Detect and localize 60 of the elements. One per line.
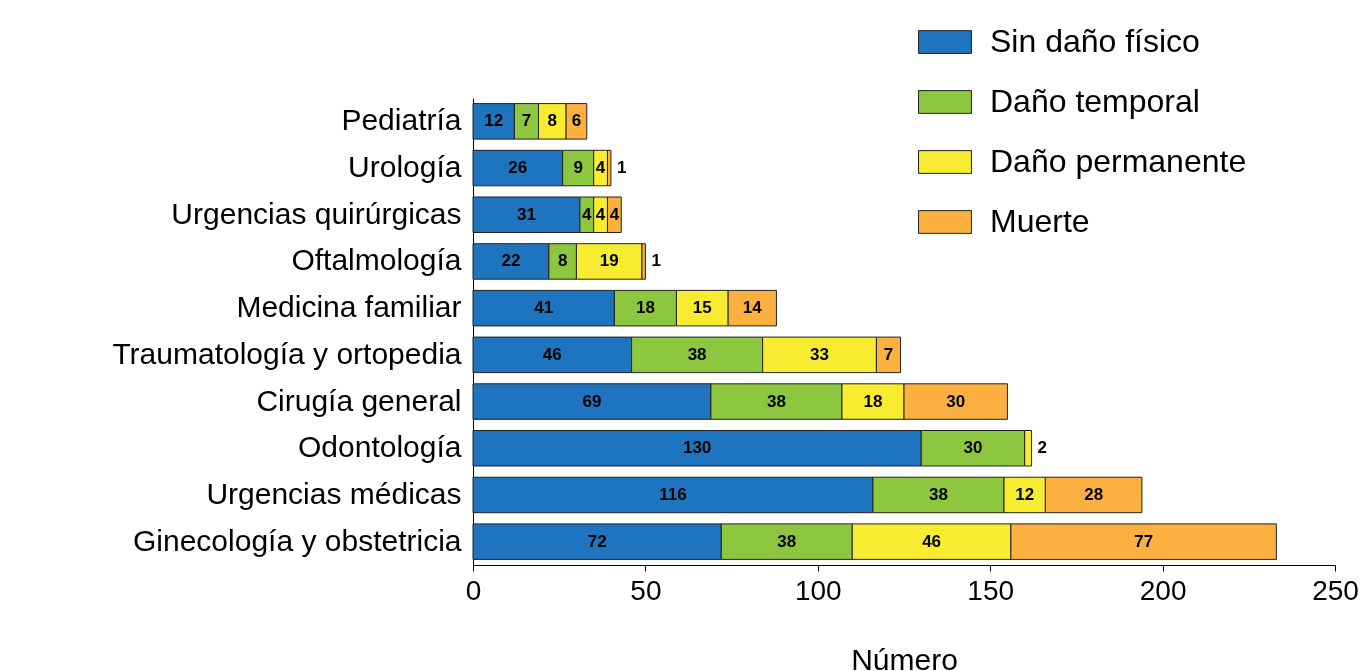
y-tick-label: Medicina familiar	[236, 290, 462, 324]
data-label: 30	[963, 438, 983, 458]
data-label: 8	[557, 251, 568, 271]
y-tick-label: Cirugía general	[256, 383, 462, 417]
data-label: 7	[883, 344, 894, 364]
data-label: 14	[742, 298, 763, 318]
y-tick-label: Oftalmología	[291, 243, 462, 277]
data-label: 4	[595, 158, 606, 178]
legend-label: Daño temporal	[990, 83, 1200, 119]
data-label: 30	[946, 391, 966, 411]
data-label: 72	[587, 531, 607, 551]
data-label: 38	[766, 391, 786, 411]
data-label: 22	[501, 251, 521, 271]
data-label: 38	[929, 484, 948, 504]
data-label: 77	[1134, 531, 1154, 551]
x-tick-label: 200	[1139, 574, 1187, 606]
legend-label: Muerte	[990, 203, 1090, 239]
legend-label: Sin daño físico	[990, 23, 1200, 59]
x-tick-label: 150	[967, 574, 1015, 606]
data-label: 7	[521, 111, 532, 131]
data-label: 33	[810, 344, 829, 364]
data-label: 38	[687, 344, 707, 364]
data-label: 1	[616, 158, 627, 178]
data-label: 46	[542, 344, 562, 364]
data-label: 130	[682, 438, 712, 458]
data-label: 4	[582, 204, 593, 224]
data-label: 12	[1015, 484, 1035, 504]
data-label: 116	[659, 484, 687, 504]
data-label: 12	[484, 111, 504, 131]
legend-label: Daño permanente	[990, 143, 1247, 179]
data-label: 31	[516, 204, 536, 224]
data-label: 41	[534, 298, 554, 318]
data-label: 15	[692, 298, 712, 318]
data-label: 19	[599, 251, 619, 271]
x-tick-label: 100	[794, 574, 842, 606]
data-label: 28	[1084, 484, 1104, 504]
data-label: 18	[863, 391, 883, 411]
data-label: 2	[1037, 438, 1048, 458]
x-tick-label: 250	[1312, 574, 1359, 606]
data-label: 4	[595, 204, 606, 224]
y-tick-label: Urología	[348, 150, 462, 184]
x-axis-title: Número	[851, 642, 958, 671]
y-tick-label: Traumatología y ortopedia	[112, 336, 462, 370]
data-label: 18	[635, 298, 655, 318]
data-label: 8	[547, 111, 558, 131]
data-label: 1	[651, 251, 661, 271]
data-label: 69	[582, 391, 602, 411]
data-label: 46	[922, 531, 942, 551]
x-tick-label: 0	[465, 574, 482, 606]
x-tick-label: 50	[630, 574, 662, 606]
data-label: 6	[571, 111, 582, 131]
y-tick-label: Pediatría	[341, 103, 462, 137]
y-tick-label: Odontología	[298, 430, 462, 464]
y-tick-label: Urgencias médicas	[206, 476, 462, 510]
data-label: 26	[508, 158, 528, 178]
y-tick-label: Urgencias quirúrgicas	[171, 196, 462, 230]
data-label: 38	[777, 531, 797, 551]
data-label: 9	[573, 158, 583, 178]
data-label: 4	[609, 204, 620, 224]
y-tick-label: Ginecología y obstetricia	[132, 523, 462, 557]
